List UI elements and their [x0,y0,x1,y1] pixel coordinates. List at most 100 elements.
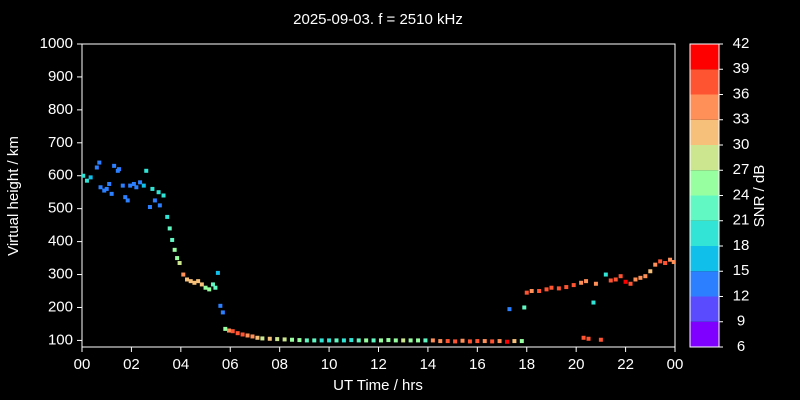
point [445,339,450,344]
point [386,338,391,343]
y-tick-label: 400 [48,233,73,250]
point [633,277,638,282]
point [128,183,133,188]
point [401,338,406,343]
point [134,185,139,190]
point [512,339,517,344]
point [524,290,529,295]
point [438,339,443,344]
x-tick-label: 00 [74,356,91,373]
point [213,285,218,290]
point [304,338,309,343]
point [643,274,648,279]
colorbar-tick-label: 36 [733,85,750,102]
point [564,285,569,290]
point [157,203,162,208]
point [579,280,584,285]
point [668,257,673,262]
point [203,285,208,290]
y-tick-label: 1000 [40,35,73,52]
point [156,190,161,195]
colorbar-tick-label: 12 [733,287,750,304]
colorbar-tick-label: 27 [733,161,750,178]
point [408,338,413,343]
point [378,338,383,343]
point [172,247,177,252]
point [260,336,265,341]
colorbar-tick-label: 39 [733,60,750,77]
point [613,277,618,282]
point [150,186,155,191]
point [147,205,152,210]
point [334,338,339,343]
point [267,336,272,341]
chart-title: 2025-09-03. f = 2510 kHz [293,11,463,28]
point [218,303,223,308]
colorbar-tick-label: 24 [733,186,750,203]
point [98,185,103,190]
colorbar-bin [690,170,719,196]
point [475,339,480,344]
colorbar-tick-label: 18 [733,237,750,254]
point [537,289,542,294]
point [104,186,109,191]
x-tick-label: 12 [370,356,387,373]
point [88,175,93,180]
x-tick-label: 20 [568,356,585,373]
point [549,285,554,290]
point [653,262,658,267]
point [586,336,591,341]
point [608,278,613,283]
colorbar-bin [690,246,719,272]
point [170,237,175,242]
point [556,286,561,291]
point [356,338,361,343]
colorbar-bin [690,119,719,145]
point [593,281,598,286]
point [235,331,240,336]
point [671,260,676,265]
point [192,280,197,285]
point [181,272,186,277]
point [423,338,428,343]
x-tick-label: 18 [518,356,535,373]
point [167,226,172,231]
point [117,167,122,172]
colorbar-bin [690,145,719,171]
point [161,193,166,198]
point [341,338,346,343]
colorbar-tick-label: 30 [733,136,750,153]
point [591,300,596,305]
point [584,279,589,284]
y-tick-label: 700 [48,134,73,151]
point [102,188,107,193]
y-tick-label: 200 [48,298,73,315]
point [581,335,586,340]
colorbar-tick-label: 42 [733,35,750,52]
point [240,332,245,337]
point [638,275,643,280]
colorbar-bin [690,69,719,95]
point [544,287,549,292]
point [97,160,102,165]
x-tick-label: 02 [123,356,140,373]
y-axis-label: Virtual height / km [5,136,22,256]
colorbar-tick-label: 33 [733,111,750,128]
point [371,338,376,343]
point [196,279,201,284]
point [275,337,280,342]
y-tick-label: 600 [48,167,73,184]
point [319,338,324,343]
point [109,191,114,196]
colorbar-tick-label: 15 [733,262,750,279]
y-tick-label: 800 [48,101,73,118]
point [504,339,509,344]
point [658,259,663,264]
point [255,335,260,340]
point [175,256,180,261]
colorbar-bin [690,94,719,120]
plot-frame [81,43,676,348]
point [230,329,235,334]
point [210,282,215,287]
